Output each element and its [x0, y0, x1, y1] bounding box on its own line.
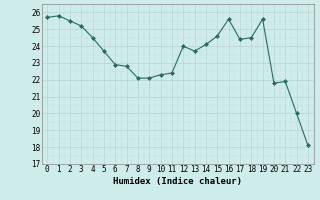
X-axis label: Humidex (Indice chaleur): Humidex (Indice chaleur): [113, 177, 242, 186]
